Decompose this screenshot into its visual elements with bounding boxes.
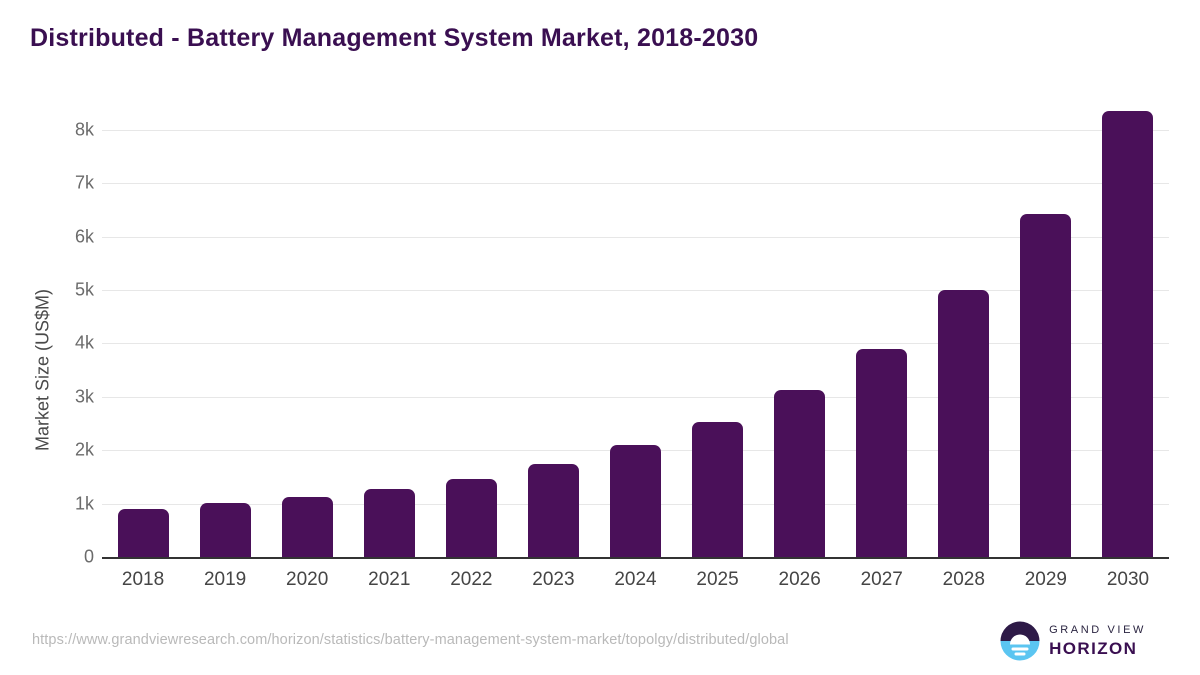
logo-text: GRAND VIEW HORIZON (1049, 624, 1146, 659)
y-tick-label-2k: 2k (74, 439, 94, 460)
x-label-2027: 2027 (860, 569, 903, 590)
bar-2023 (527, 464, 579, 557)
gridline-5k (102, 289, 1169, 291)
y-tick-label-3k: 3k (74, 386, 94, 407)
x-label-2021: 2021 (368, 569, 411, 590)
bar-2029 (1020, 213, 1072, 557)
y-tick-label-8k: 8k (74, 119, 94, 140)
y-axis-tick-labels: 0 1k 2k 3k 4k 5k 6k 7k 8k (40, 103, 94, 566)
y-tick-label-5k: 5k (74, 279, 94, 300)
y-tick-label-0: 0 (83, 546, 94, 567)
bar-2026 (774, 390, 826, 557)
x-label-2025: 2025 (696, 569, 739, 590)
y-tick-label-4k: 4k (74, 332, 94, 353)
x-label-2024: 2024 (614, 569, 657, 590)
gridline-3k (102, 396, 1169, 398)
bar-2027 (856, 348, 908, 557)
bar-2021 (363, 489, 415, 557)
y-tick-label-6k: 6k (74, 226, 94, 247)
x-axis-line (102, 557, 1169, 559)
gridline-6k (102, 236, 1169, 238)
x-label-2022: 2022 (450, 569, 493, 590)
x-label-2028: 2028 (942, 569, 985, 590)
bar-2030 (1102, 111, 1154, 557)
y-tick-label-1k: 1k (74, 493, 94, 514)
bar-2025 (692, 421, 744, 557)
x-label-2019: 2019 (203, 569, 247, 590)
x-label-2029: 2029 (1024, 569, 1068, 590)
bar-2022 (445, 478, 497, 557)
bar-2018 (117, 509, 169, 557)
page-title: Distributed - Battery Management System … (30, 24, 759, 52)
x-label-2020: 2020 (286, 569, 329, 590)
logo-product-name: HORIZON (1049, 638, 1138, 658)
bar-2028 (938, 290, 990, 557)
gridline-7k (102, 183, 1169, 185)
x-label-2018: 2018 (121, 569, 165, 590)
gridline-4k (102, 343, 1169, 345)
x-label-2026: 2026 (778, 569, 821, 590)
horizon-sun-logo-icon (1000, 621, 1040, 661)
bar-2019 (199, 503, 251, 557)
y-tick-label-7k: 7k (74, 172, 94, 193)
source-url: https://www.grandviewresearch.com/horizo… (32, 632, 789, 648)
x-label-2030: 2030 (1106, 569, 1150, 590)
x-label-2023: 2023 (532, 569, 575, 590)
grand-view-horizon-logo: GRAND VIEW HORIZON (1000, 621, 1146, 661)
logo-brand-name: GRAND VIEW (1049, 623, 1146, 636)
gridline-8k (102, 129, 1169, 131)
bar-2020 (281, 497, 333, 557)
bar-2024 (610, 445, 661, 557)
bar-chart-plot-area: 2018 2019 2020 2021 2022 2023 2024 2025 2026 2027… (102, 103, 1169, 590)
